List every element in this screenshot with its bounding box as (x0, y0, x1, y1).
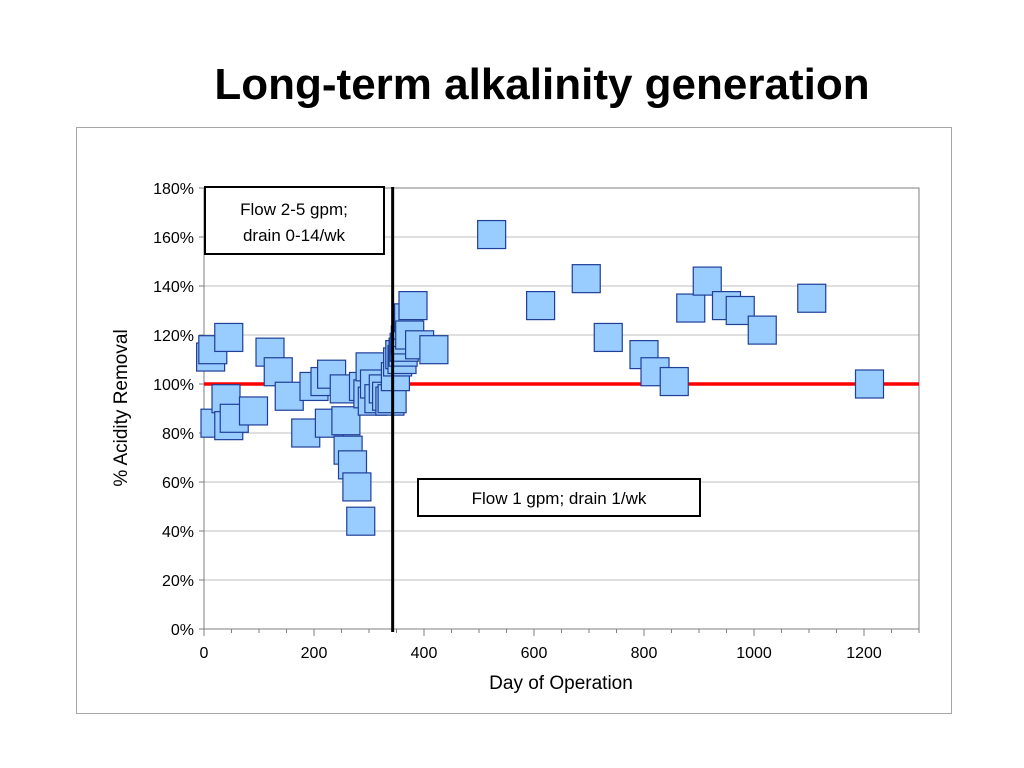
data-point (238, 396, 269, 426)
y-tick-label: 120% (153, 328, 194, 345)
y-tick-label: 80% (162, 426, 194, 443)
y-tick-label: 60% (162, 475, 194, 492)
data-point (692, 266, 722, 296)
data-point (676, 293, 706, 323)
x-tick-label: 600 (521, 645, 548, 662)
x-tick-label: 1200 (846, 645, 882, 662)
x-axis-label: Day of Operation (489, 673, 633, 694)
data-point (214, 322, 244, 353)
data-points (196, 219, 885, 536)
data-point (346, 506, 376, 536)
annotation-phase1-line1: Flow 2-5 gpm; (240, 200, 348, 219)
annotation-phase1: Flow 2-5 gpm; drain 0-14/wk (204, 186, 385, 255)
slide-title: Long-term alkalinity generation (214, 60, 870, 109)
y-tick-label: 20% (162, 573, 194, 590)
data-point (419, 335, 449, 365)
data-point (477, 219, 507, 250)
annotation-phase2: Flow 1 gpm; drain 1/wk (417, 478, 701, 517)
x-tick-label: 200 (301, 645, 328, 662)
annotation-phase2-line1: Flow 1 gpm; drain 1/wk (472, 489, 647, 508)
data-point (747, 315, 777, 345)
annotation-phase2-box (417, 478, 701, 517)
y-tick-label: 180% (153, 181, 194, 198)
data-point (659, 366, 689, 397)
annotation-phase1-line2: drain 0-14/wk (243, 226, 346, 245)
data-point (342, 472, 372, 502)
x-tick-label: 0 (200, 645, 209, 662)
data-point (525, 291, 556, 321)
y-tick-label: 100% (153, 377, 194, 394)
x-tick-label: 800 (631, 645, 658, 662)
annotation-phase1-box (204, 186, 385, 255)
data-point (571, 264, 601, 294)
data-point (263, 357, 293, 387)
data-point (854, 369, 885, 399)
data-point (398, 291, 428, 321)
axis-ticks: 0% 20% 40% 60% 80% 100% 120% 140% 160% 180% 0 200 40… (153, 181, 920, 662)
data-point (593, 322, 623, 353)
data-point (274, 381, 304, 411)
y-tick-label: 0% (171, 622, 194, 639)
x-tick-label: 400 (411, 645, 438, 662)
data-point (331, 406, 361, 436)
y-tick-label: 160% (153, 230, 194, 247)
y-tick-label: 40% (162, 524, 194, 541)
x-tick-label: 1000 (736, 645, 772, 662)
data-point (797, 283, 827, 313)
y-tick-label: 140% (153, 279, 194, 296)
y-axis-label: % Acidity Removal (111, 329, 132, 486)
